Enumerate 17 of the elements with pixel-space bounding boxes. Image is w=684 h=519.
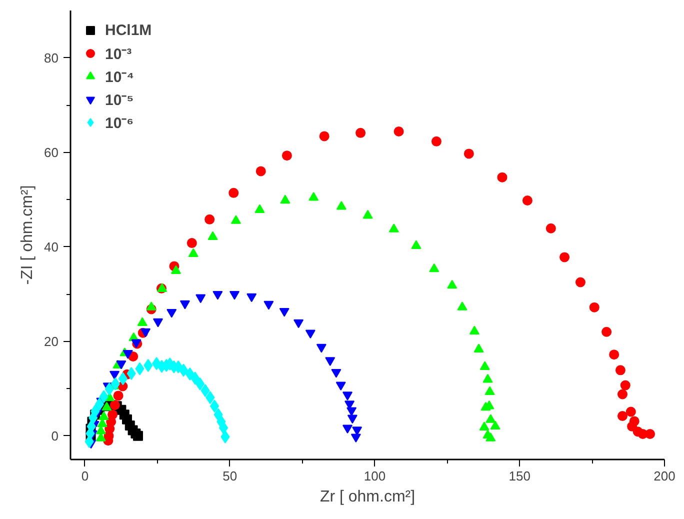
legend-label: 10⁻⁴ — [105, 68, 134, 86]
y-tick-label: 80 — [44, 50, 59, 66]
x-tick-label: 100 — [364, 468, 386, 484]
x-axis-title: Zr [ ohm.cm²] — [320, 488, 416, 506]
y-tick-label: 20 — [44, 334, 59, 349]
x-tick-label: 150 — [508, 468, 530, 484]
y-axis-title: -ZI [ ohm.cm²] — [19, 185, 36, 285]
x-tick-label: 200 — [654, 468, 676, 484]
legend-label: 10⁻⁶ — [105, 114, 134, 132]
y-tick-label: 40 — [44, 239, 59, 254]
x-tick-label: 50 — [222, 468, 238, 484]
x-tick-label: 0 — [81, 468, 89, 484]
y-tick-label: 0 — [51, 428, 59, 444]
legend-label: 10⁻⁵ — [105, 91, 134, 109]
legend-label: HCl1M — [105, 22, 152, 38]
legend-label: 10⁻³ — [105, 45, 132, 63]
y-tick-label: 60 — [44, 144, 59, 160]
